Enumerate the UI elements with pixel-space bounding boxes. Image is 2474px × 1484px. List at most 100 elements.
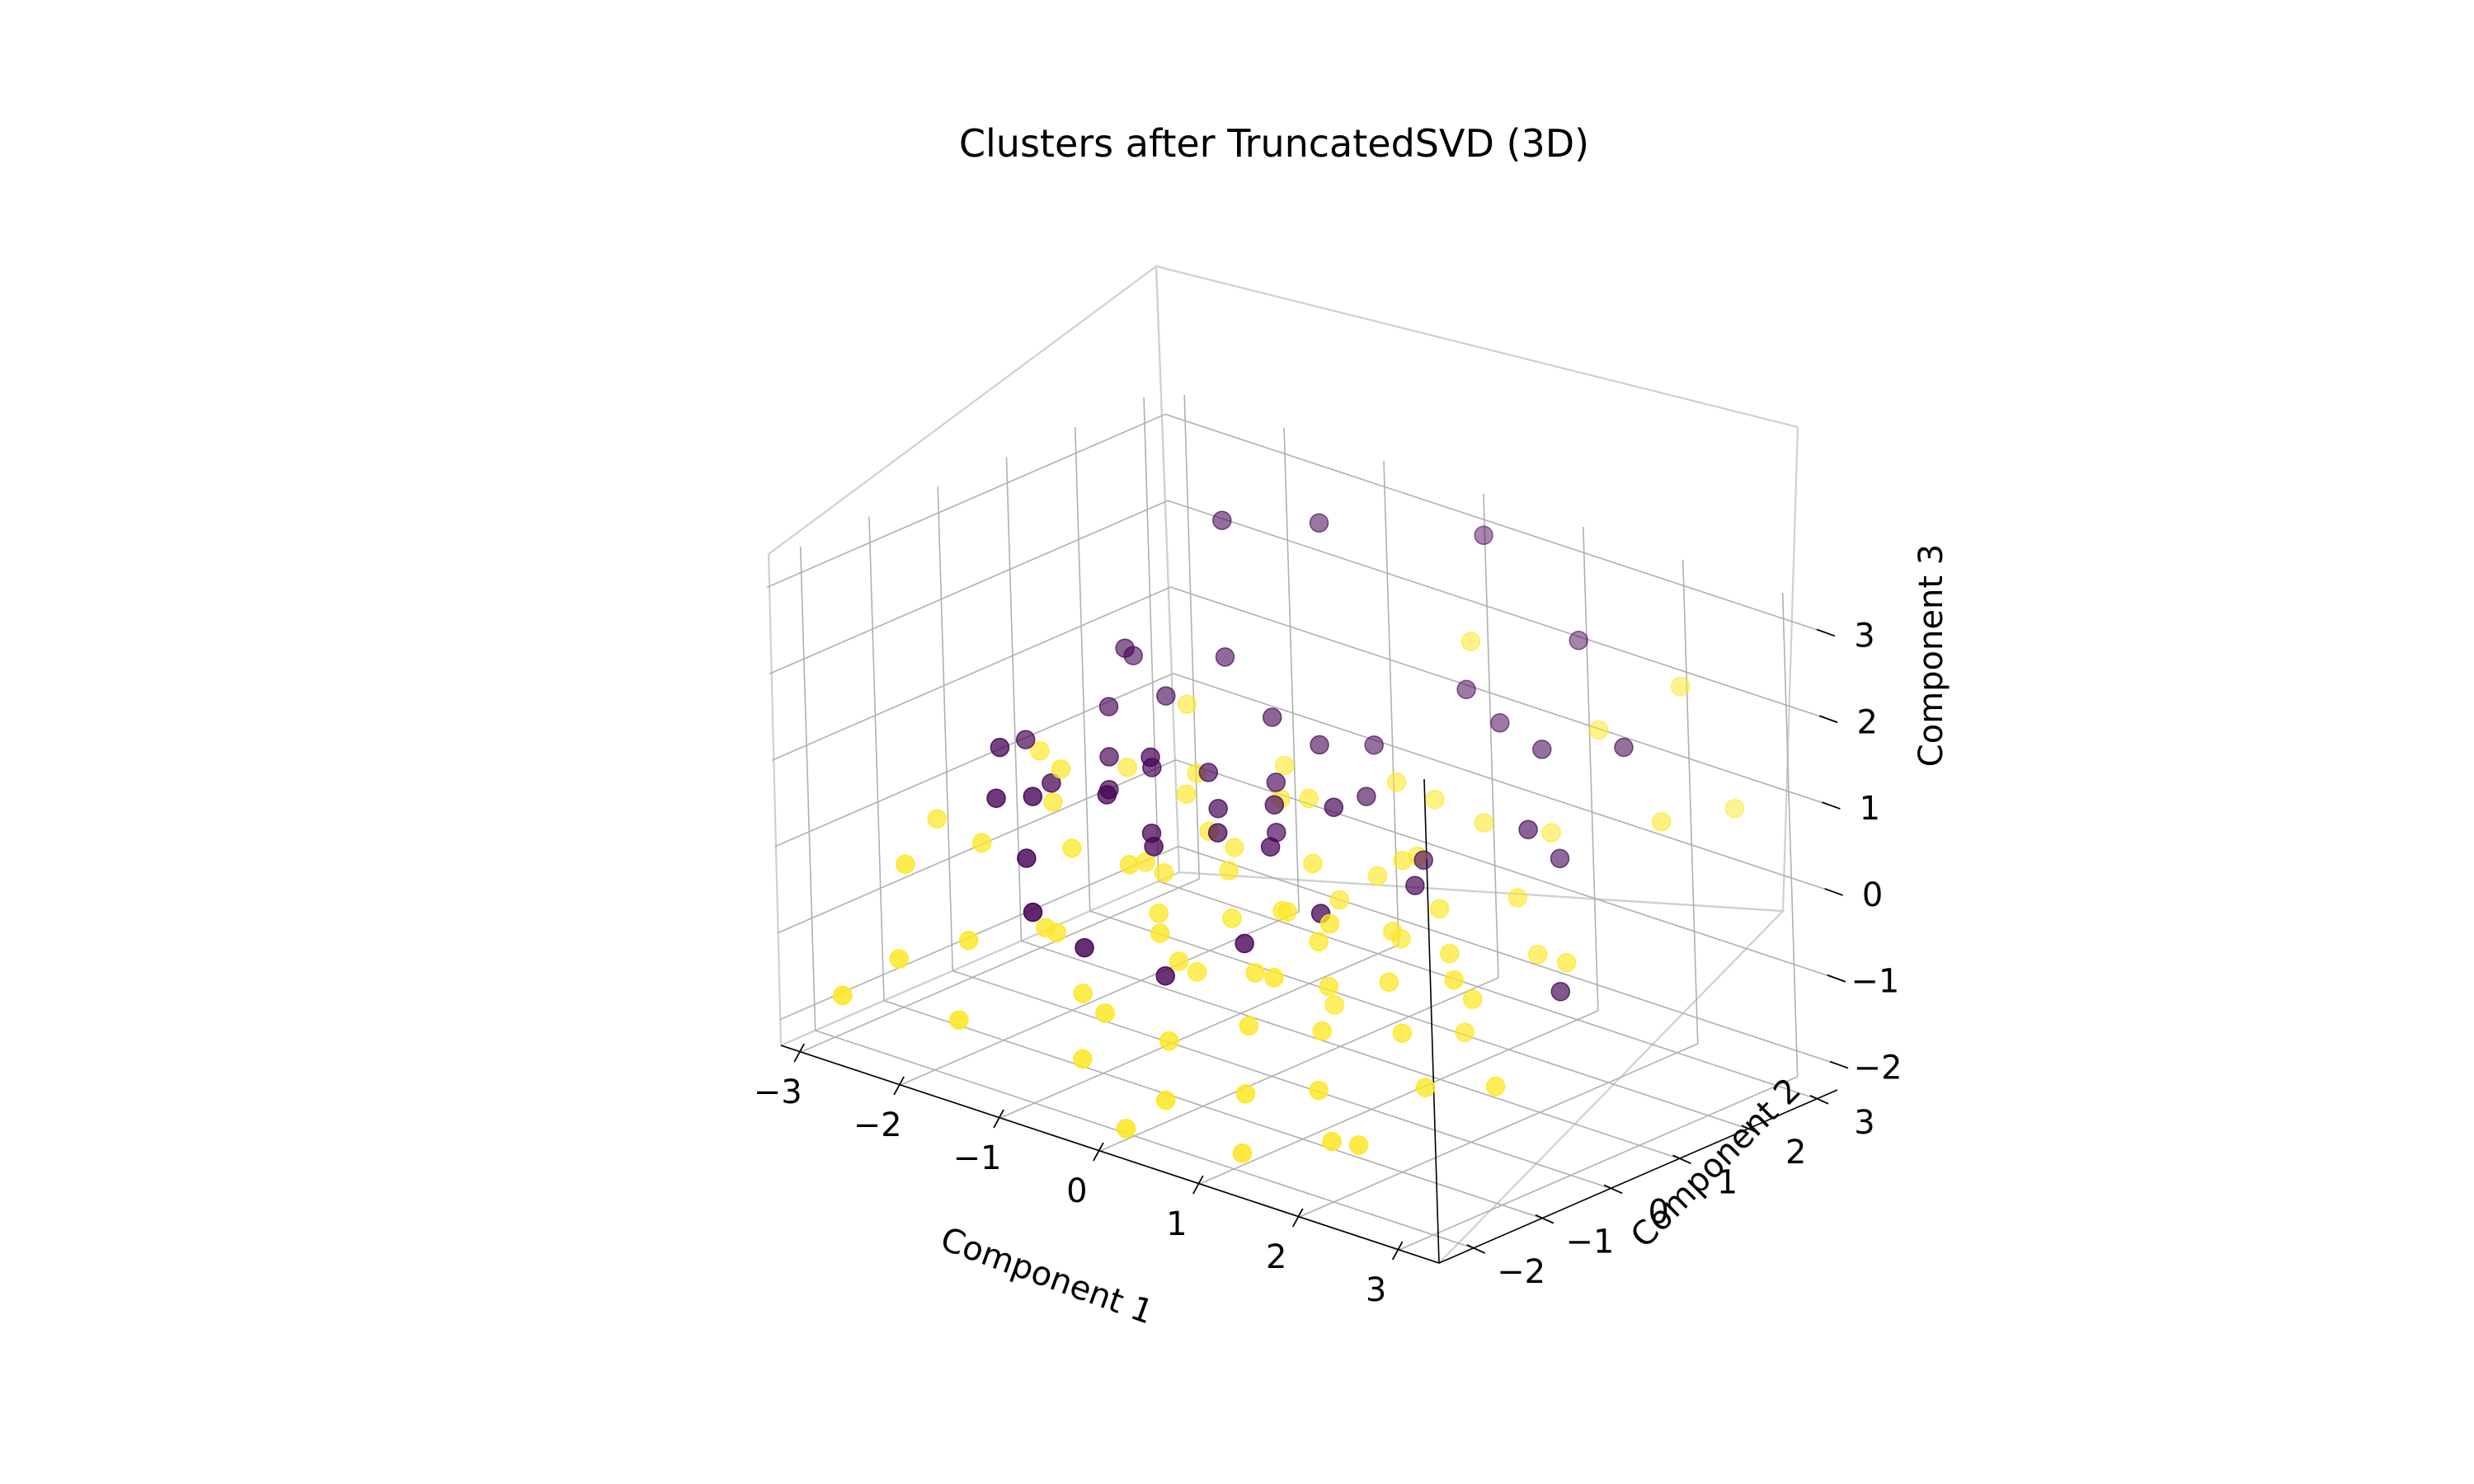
data-point-yellow <box>1324 995 1345 1015</box>
data-point-yellow <box>1051 758 1071 779</box>
gridline-z-back <box>1170 586 1829 805</box>
data-point-purple <box>1115 638 1135 658</box>
y-tick-label: 1 <box>1717 1163 1738 1201</box>
data-point-yellow <box>1462 989 1483 1009</box>
data-point-purple <box>1099 747 1119 767</box>
data-point-yellow <box>1588 720 1609 740</box>
tick-labels: −3 −2 −1 0 1 2 3 −2 −1 0 1 2 3 −2 −1 0 1 2 3 <box>754 617 1903 1309</box>
data-point-yellow <box>1073 984 1093 1003</box>
gridline-x-floor <box>999 944 1399 1119</box>
data-point-purple <box>1518 819 1538 839</box>
data-point-yellow <box>927 809 947 829</box>
y-tick-mark <box>1466 1244 1486 1254</box>
x-tick-mark <box>1391 1241 1404 1261</box>
data-point-yellow <box>1671 677 1691 697</box>
data-point-yellow <box>1030 741 1050 761</box>
x-tick-label: 2 <box>1266 1238 1286 1276</box>
chart-title: Clusters after TruncatedSVD (3D) <box>959 121 1589 166</box>
data-point-yellow <box>1299 788 1319 809</box>
data-point-yellow <box>1272 900 1292 921</box>
y-tick-label: −1 <box>1565 1223 1614 1261</box>
z-tick-mark <box>1827 974 1846 983</box>
data-point-yellow <box>1440 943 1460 964</box>
data-point-yellow <box>1036 918 1056 937</box>
x-tick-label: 0 <box>1066 1172 1087 1210</box>
z-tick-mark <box>1829 1060 1849 1069</box>
data-point-purple <box>1042 773 1061 793</box>
data-point-yellow <box>1460 632 1481 651</box>
data-point-yellow <box>1329 890 1349 910</box>
data-point-yellow <box>1383 921 1403 942</box>
data-point-purple <box>1015 730 1036 749</box>
data-point-yellow <box>1485 1077 1506 1097</box>
x-axis-line <box>780 1045 1440 1264</box>
z-tick-label: −1 <box>1851 963 1899 1001</box>
gridline-y-floor <box>952 970 1611 1190</box>
data-point-purple <box>1198 763 1219 782</box>
gridline-y-wall <box>868 516 885 1001</box>
data-point-yellow <box>1348 1135 1369 1155</box>
data-point-yellow <box>1150 923 1170 943</box>
data-point-yellow <box>1095 1003 1115 1023</box>
data-point-yellow <box>1177 694 1197 714</box>
data-point-purple <box>1098 697 1119 716</box>
gridline-x-floor <box>1399 1076 1798 1251</box>
z-tick-mark <box>1824 888 1843 896</box>
data-point-yellow <box>1155 1090 1176 1111</box>
data-point-yellow <box>971 833 992 853</box>
data-point-purple <box>1215 647 1235 667</box>
gridline-y-wall <box>937 486 953 971</box>
gridline-y-wall <box>799 546 816 1031</box>
gridline-y-floor <box>1158 881 1818 1100</box>
data-point-yellow <box>1312 1021 1332 1041</box>
gridline-z-left <box>766 413 1166 589</box>
data-point-yellow <box>1154 862 1174 883</box>
data-point-yellow <box>1232 1144 1253 1163</box>
y-tick-label: 0 <box>1648 1193 1668 1231</box>
gridline-x-floor <box>1199 1010 1599 1185</box>
data-point-purple <box>1456 679 1476 700</box>
data-point-yellow <box>833 985 853 1006</box>
gridline-x-wall <box>1283 427 1300 913</box>
data-point-yellow <box>1043 792 1063 812</box>
gridline-y-floor <box>815 1030 1474 1249</box>
x-tick-mark <box>993 1109 1004 1129</box>
data-point-purple <box>1235 933 1254 954</box>
x-tick-mark <box>1093 1142 1104 1162</box>
data-point-yellow <box>1303 853 1323 874</box>
data-point-purple <box>1097 785 1117 805</box>
data-point-yellow <box>1073 1049 1093 1069</box>
y-tick-label: 3 <box>1854 1104 1874 1142</box>
data-point-yellow <box>1169 951 1189 971</box>
data-point-yellow <box>889 949 909 969</box>
data-point-purple <box>1550 981 1571 1002</box>
data-point-yellow <box>896 854 915 875</box>
data-point-purple <box>1614 737 1634 758</box>
data-point-yellow <box>949 1010 969 1031</box>
x-tick-mark <box>793 1043 805 1063</box>
data-point-purple <box>1324 797 1344 817</box>
x-tick-label: 3 <box>1366 1271 1386 1309</box>
data-point-yellow <box>1651 811 1672 832</box>
data-point-yellow <box>1319 913 1340 934</box>
data-point-yellow <box>1239 1016 1259 1036</box>
x-tick-mark <box>893 1076 905 1096</box>
y-tick-mark <box>1672 1154 1691 1165</box>
x-tick-label: −3 <box>754 1073 802 1111</box>
z-tick-label: 1 <box>1860 790 1880 828</box>
x-tick-mark <box>1291 1208 1304 1228</box>
y-tick-mark <box>1809 1095 1829 1105</box>
data-point-purple <box>1212 510 1232 530</box>
z-tick-label: −2 <box>1854 1050 1903 1087</box>
z-tick-label: 2 <box>1856 703 1877 741</box>
data-point-purple <box>1207 823 1228 843</box>
data-point-purple <box>1266 773 1286 792</box>
data-point-yellow <box>1222 909 1242 928</box>
data-point-purple <box>1023 787 1043 806</box>
x-tick-mark <box>1192 1175 1204 1195</box>
gridline-z-left <box>772 586 1171 761</box>
data-point-yellow <box>1116 1119 1136 1139</box>
gridline-x-wall <box>1183 394 1200 880</box>
data-point-yellow <box>1415 1078 1436 1097</box>
